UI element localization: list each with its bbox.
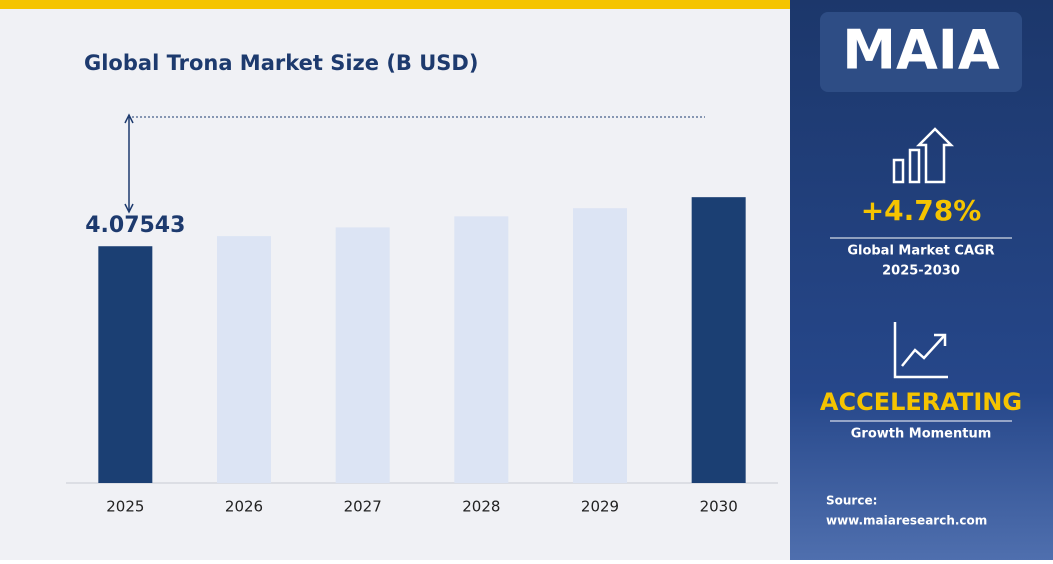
trend-label: Growth Momentum [851, 427, 992, 442]
logo: MAIA [842, 19, 1000, 82]
bar [335, 227, 390, 483]
x-tick-label: 2026 [225, 498, 263, 516]
bar [691, 197, 746, 483]
x-tick-label: 2028 [462, 498, 500, 516]
top-accent [0, 0, 790, 9]
x-tick-label: 2027 [344, 498, 382, 516]
arrow-heads [124, 113, 134, 214]
bar [217, 236, 271, 483]
source-label: Source: [826, 494, 877, 508]
value-label: 4.07543 [85, 213, 185, 238]
x-tick-label: 2030 [700, 498, 738, 516]
chart-title: Global Trona Market Size (B USD) [84, 51, 478, 75]
cagr-label: Global Market CAGR [847, 244, 994, 259]
trend-icon [893, 322, 948, 379]
sidebar [790, 0, 1053, 560]
bar [573, 208, 627, 483]
x-tick-label: 2025 [106, 498, 144, 516]
bar [454, 216, 509, 484]
bar [98, 246, 153, 483]
growth-icon [892, 127, 955, 184]
logo-box [820, 12, 1022, 92]
cagr-value: +4.78% [861, 194, 982, 227]
cagr-period: 2025-2030 [882, 264, 960, 279]
source-url: www.maiaresearch.com [826, 514, 987, 528]
trend-value: ACCELERATING [820, 388, 1022, 416]
x-tick-label: 2029 [581, 498, 619, 516]
